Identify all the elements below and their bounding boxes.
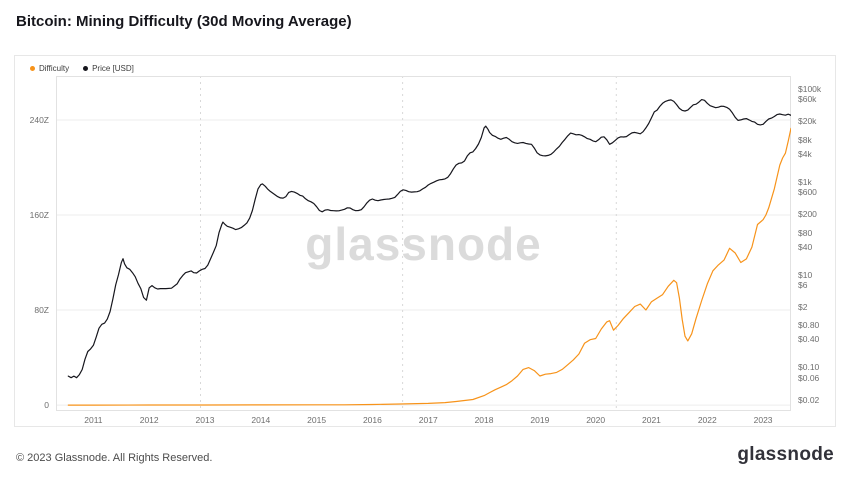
x-tick-label: 2019 xyxy=(530,415,550,425)
y-right-tick-label: $4k xyxy=(798,148,812,159)
y-right-tick-label: $0.80 xyxy=(798,320,820,331)
x-tick-label: 2012 xyxy=(139,415,159,425)
x-tick-label: 2021 xyxy=(642,415,661,425)
glassnode-logo: glassnode xyxy=(737,444,834,465)
x-tick-label: 2015 xyxy=(307,415,327,425)
page-title: Bitcoin: Mining Difficulty (30d Moving A… xyxy=(16,13,352,30)
y-right-tick-label: $100k xyxy=(798,83,822,94)
legend-label: Price [USD] xyxy=(92,64,134,73)
y-right-tick-label: $0.02 xyxy=(798,394,820,405)
x-tick-label: 2022 xyxy=(697,415,717,425)
y-left-tick-label: 160Z xyxy=(29,209,49,220)
plot-svg[interactable] xyxy=(56,76,791,411)
y-left-tick-label: 0 xyxy=(44,400,49,411)
x-tick-label: 2013 xyxy=(195,415,215,425)
difficulty-line xyxy=(67,127,791,406)
legend-item-price-usd[interactable]: Price [USD] xyxy=(83,64,134,73)
y-right-tick-label: $1k xyxy=(798,176,812,187)
chart-card: Difficulty Price [USD] glassnode 0 80Z 160Z… xyxy=(14,55,836,427)
y-left-tick-label: 80Z xyxy=(34,305,49,316)
y-right-tick-label: $10 xyxy=(798,269,813,280)
y-right-tick-label: $600 xyxy=(798,187,817,198)
y-right-tick-label: $200 xyxy=(798,209,817,220)
x-tick-label: 2014 xyxy=(251,415,271,425)
y-right-tick-label: $0.06 xyxy=(798,372,820,383)
price-usd-line xyxy=(67,99,791,379)
y-right-tick-label: $80 xyxy=(798,227,813,238)
y-right-tick-label: $8k xyxy=(798,134,812,145)
difficulty-legend-dot-icon xyxy=(30,66,35,71)
copyright-text: © 2023 Glassnode. All Rights Reserved. xyxy=(16,452,213,464)
legend-label: Difficulty xyxy=(39,64,70,73)
x-tick-label: 2018 xyxy=(474,415,494,425)
y-right-tick-label: $0.10 xyxy=(798,362,820,373)
x-tick-label: 2020 xyxy=(586,415,606,425)
y-right-tick-label: $0.40 xyxy=(798,334,820,345)
y-left-tick-label: 240Z xyxy=(29,114,49,125)
x-tick-label: 2016 xyxy=(362,415,382,425)
x-tick-label: 2017 xyxy=(418,415,438,425)
y-right-tick-label: $20k xyxy=(798,116,817,127)
plot-border xyxy=(56,76,791,411)
y-right-tick-label: $2 xyxy=(798,302,808,313)
x-tick-label: 2023 xyxy=(753,415,773,425)
legend-item-difficulty[interactable]: Difficulty xyxy=(30,64,69,73)
plot-area[interactable] xyxy=(56,76,791,411)
y-right-tick-label: $6 xyxy=(798,279,808,290)
x-tick-label: 2011 xyxy=(84,415,103,425)
price-usd-legend-dot-icon xyxy=(83,66,89,71)
y-right-tick-label: $60k xyxy=(798,94,817,105)
legend: Difficulty Price [USD] xyxy=(30,64,134,73)
y-right-tick-label: $40 xyxy=(798,241,813,252)
